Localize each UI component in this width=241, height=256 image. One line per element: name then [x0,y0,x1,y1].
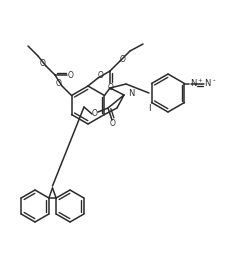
Text: N: N [204,79,211,88]
Text: I: I [148,104,151,113]
Text: O: O [120,55,126,63]
Text: O: O [40,59,46,69]
Text: O: O [108,82,114,91]
Text: O: O [68,70,74,80]
Text: -: - [212,78,215,83]
Text: N: N [190,79,197,88]
Text: N: N [128,90,134,99]
Text: +: + [197,78,202,83]
Text: O: O [110,120,116,129]
Text: O: O [98,71,104,80]
Text: O: O [56,80,62,89]
Text: O: O [92,110,98,119]
